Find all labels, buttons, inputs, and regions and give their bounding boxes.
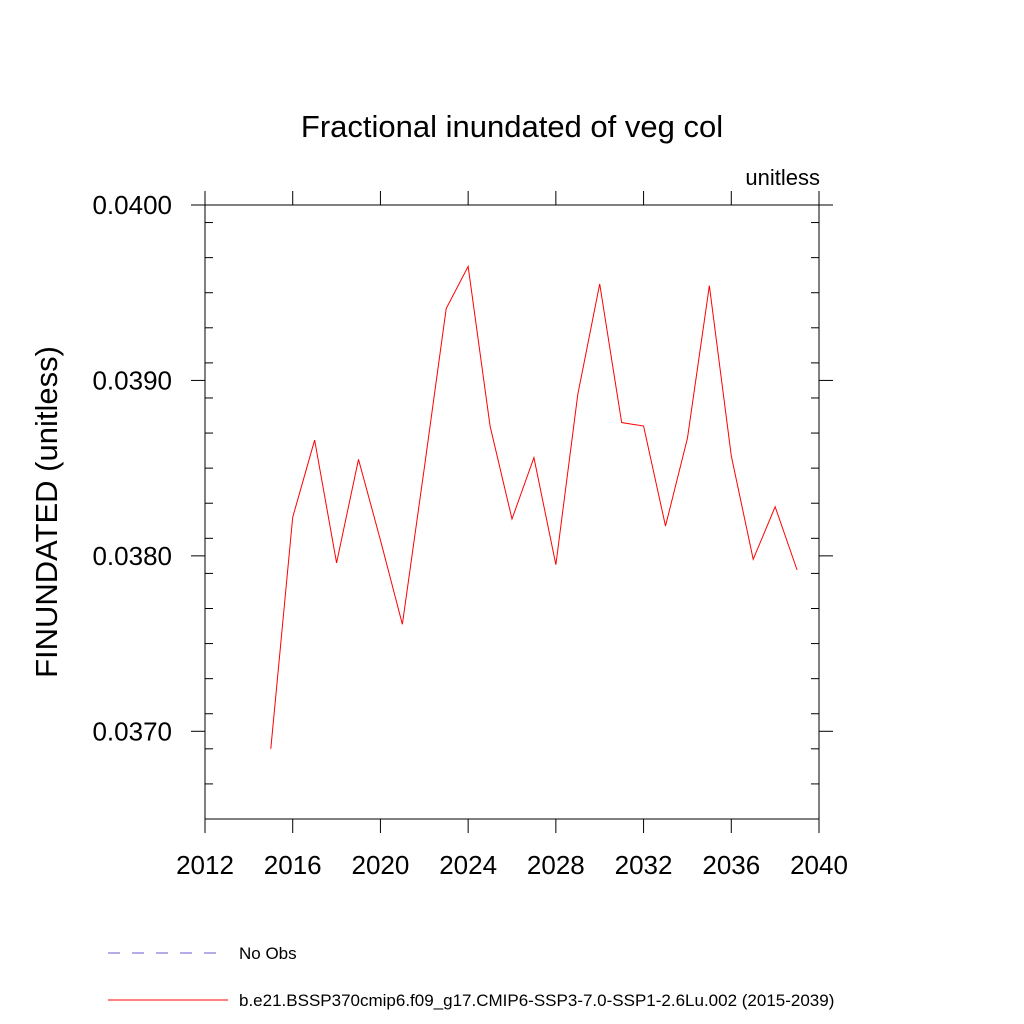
x-tick-label: 2024 — [439, 850, 497, 880]
plot-frame — [204, 204, 820, 820]
x-tick-label: 2036 — [702, 850, 760, 880]
series-lines — [270, 264, 798, 749]
legend-no-obs-label: No Obs — [239, 944, 297, 963]
units-label: unitless — [745, 165, 820, 190]
chart-title: Fractional inundated of veg col — [301, 109, 723, 144]
legend: No Obs b.e21.BSSP370cmip6.f09_g17.CMIP6-… — [108, 944, 834, 1010]
y-tick-label: 0.0370 — [92, 716, 172, 746]
series-line — [270, 264, 798, 749]
legend-series-label: b.e21.BSSP370cmip6.f09_g17.CMIP6-SSP3-7.… — [239, 991, 834, 1010]
y-tick-labels: 0.0370 0.0380 0.0390 0.0400 — [92, 190, 172, 746]
x-tick-labels: 2012 2016 2020 2024 2028 2032 2036 2040 — [176, 850, 848, 880]
x-tick-label: 2032 — [615, 850, 673, 880]
y-tick-label: 0.0400 — [92, 190, 172, 220]
x-tick-label: 2012 — [176, 850, 234, 880]
y-axis-label: FINUNDATED (unitless) — [29, 346, 64, 678]
x-tick-label: 2040 — [790, 850, 848, 880]
axis-ticks — [191, 191, 833, 833]
x-tick-label: 2020 — [352, 850, 410, 880]
y-tick-label: 0.0380 — [92, 541, 172, 571]
x-tick-label: 2016 — [264, 850, 322, 880]
y-tick-label: 0.0390 — [92, 365, 172, 395]
x-tick-label: 2028 — [527, 850, 585, 880]
